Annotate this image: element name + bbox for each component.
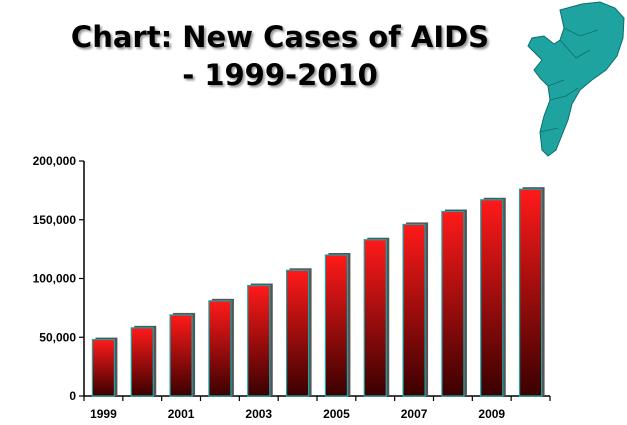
x-tick-label: 2005 xyxy=(323,407,350,421)
bar xyxy=(208,300,232,397)
slide-title: Chart: New Cases of AIDS - 1999-2010 xyxy=(70,20,490,92)
mozambique-map-icon xyxy=(527,1,625,157)
bar xyxy=(324,254,349,397)
x-tick-label: 2007 xyxy=(401,407,428,421)
y-axis: 0 50,000 100,000 150,000 200,000 xyxy=(33,154,85,403)
y-tick-label: 100,000 xyxy=(33,272,77,286)
bars xyxy=(91,187,545,397)
y-tick-label: 0 xyxy=(69,389,76,403)
bar xyxy=(91,339,116,397)
y-tick-label: 200,000 xyxy=(33,154,77,168)
bar xyxy=(130,327,154,397)
bar xyxy=(285,269,310,397)
y-tick-label: 50,000 xyxy=(39,330,76,344)
bar xyxy=(518,188,543,397)
bar xyxy=(169,314,193,397)
x-tick-label: 2001 xyxy=(168,407,195,421)
bar xyxy=(363,239,387,397)
bar xyxy=(402,223,426,397)
bar xyxy=(247,284,271,397)
x-tick-label: 2003 xyxy=(245,407,272,421)
bar xyxy=(441,210,465,397)
x-tick-label: 2009 xyxy=(478,407,505,421)
bar xyxy=(480,199,504,397)
x-tick-label: 1999 xyxy=(90,407,117,421)
x-axis: 1999 2001 2003 2005 2007 2009 xyxy=(83,395,551,421)
y-tick-label: 150,000 xyxy=(33,213,77,227)
